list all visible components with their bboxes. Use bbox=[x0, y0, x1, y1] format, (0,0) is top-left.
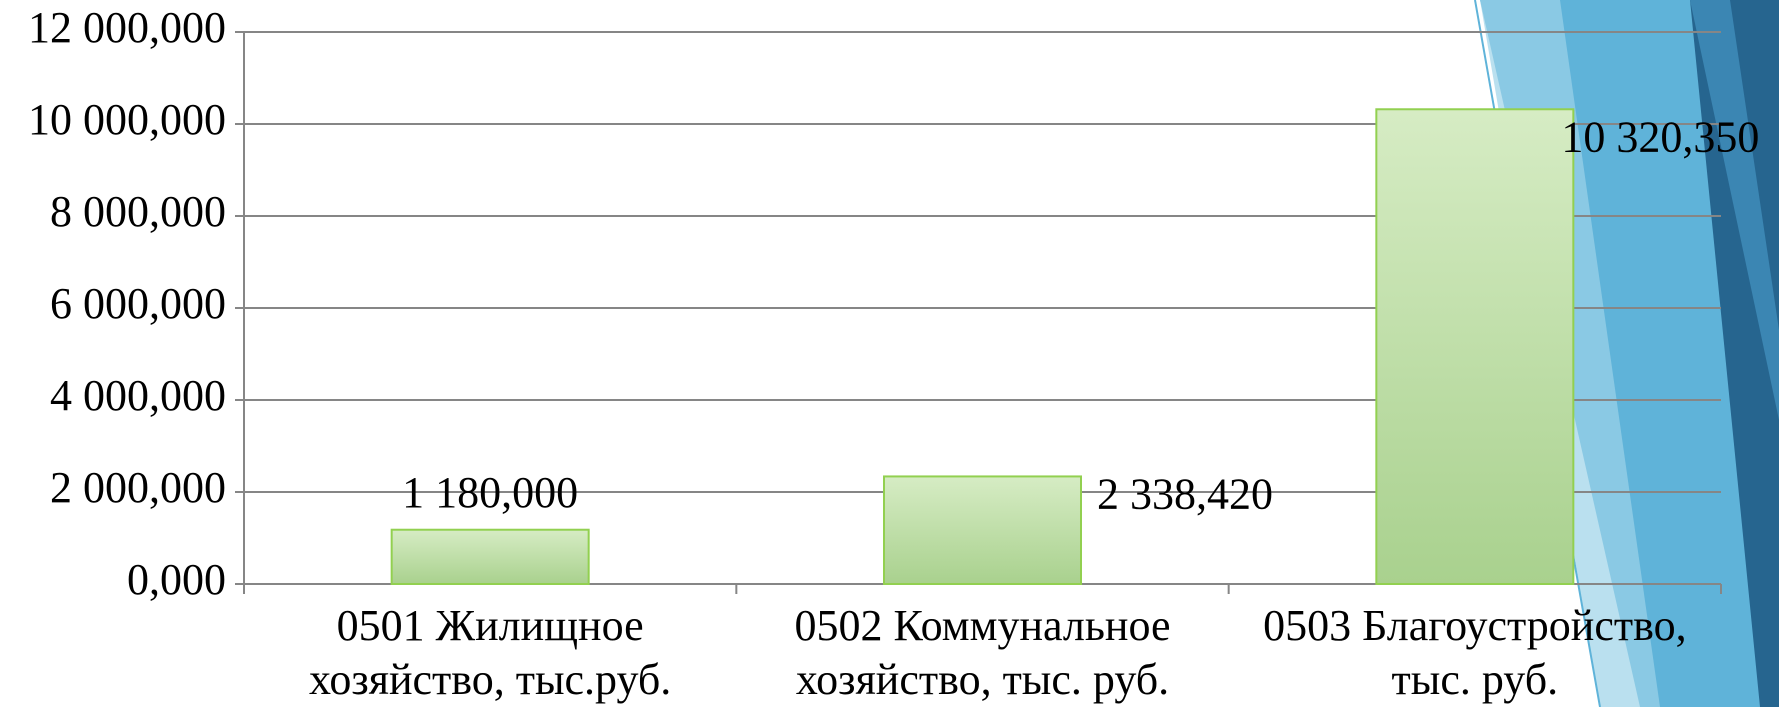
y-tick-label: 12 000,000 bbox=[28, 3, 226, 52]
x-tick-label: 0503 Благоустройство, bbox=[1263, 601, 1687, 650]
x-tick-label: хозяйство, тыс.руб. bbox=[309, 655, 671, 704]
bar bbox=[1375, 108, 1575, 586]
y-tick-label: 10 000,000 bbox=[28, 95, 226, 144]
x-tick-label: хозяйство, тыс. руб. bbox=[796, 655, 1169, 704]
data-label: 10 320,350 bbox=[1561, 112, 1759, 161]
bar bbox=[883, 475, 1082, 585]
x-tick-label: 0502 Коммунальное bbox=[794, 601, 1170, 650]
x-tick-label: 0501 Жилищное bbox=[337, 601, 644, 650]
y-tick-label: 4 000,000 bbox=[50, 371, 226, 420]
data-label: 1 180,000 bbox=[402, 468, 578, 517]
x-tick-label: тыс. руб. bbox=[1392, 655, 1559, 704]
y-tick-label: 0,000 bbox=[127, 555, 226, 604]
y-tick-label: 2 000,000 bbox=[50, 463, 226, 512]
plot: 0,000 2 000,000 4 000,000 6 000,000 8 000,00… bbox=[28, 3, 1759, 704]
bar bbox=[390, 528, 590, 585]
data-label: 2 338,420 bbox=[1097, 470, 1273, 519]
y-tick-label: 8 000,000 bbox=[50, 187, 226, 236]
y-tick-label: 6 000,000 bbox=[50, 279, 226, 328]
